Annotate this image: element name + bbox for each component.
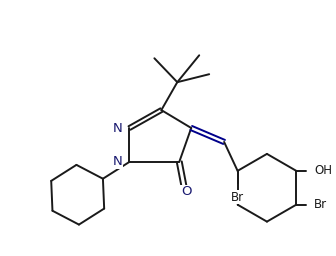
Text: N: N <box>113 155 123 168</box>
Text: OH: OH <box>314 164 332 177</box>
Text: Br: Br <box>231 191 244 204</box>
Text: Br: Br <box>314 198 327 211</box>
Text: N: N <box>113 122 123 134</box>
Text: O: O <box>181 185 192 198</box>
